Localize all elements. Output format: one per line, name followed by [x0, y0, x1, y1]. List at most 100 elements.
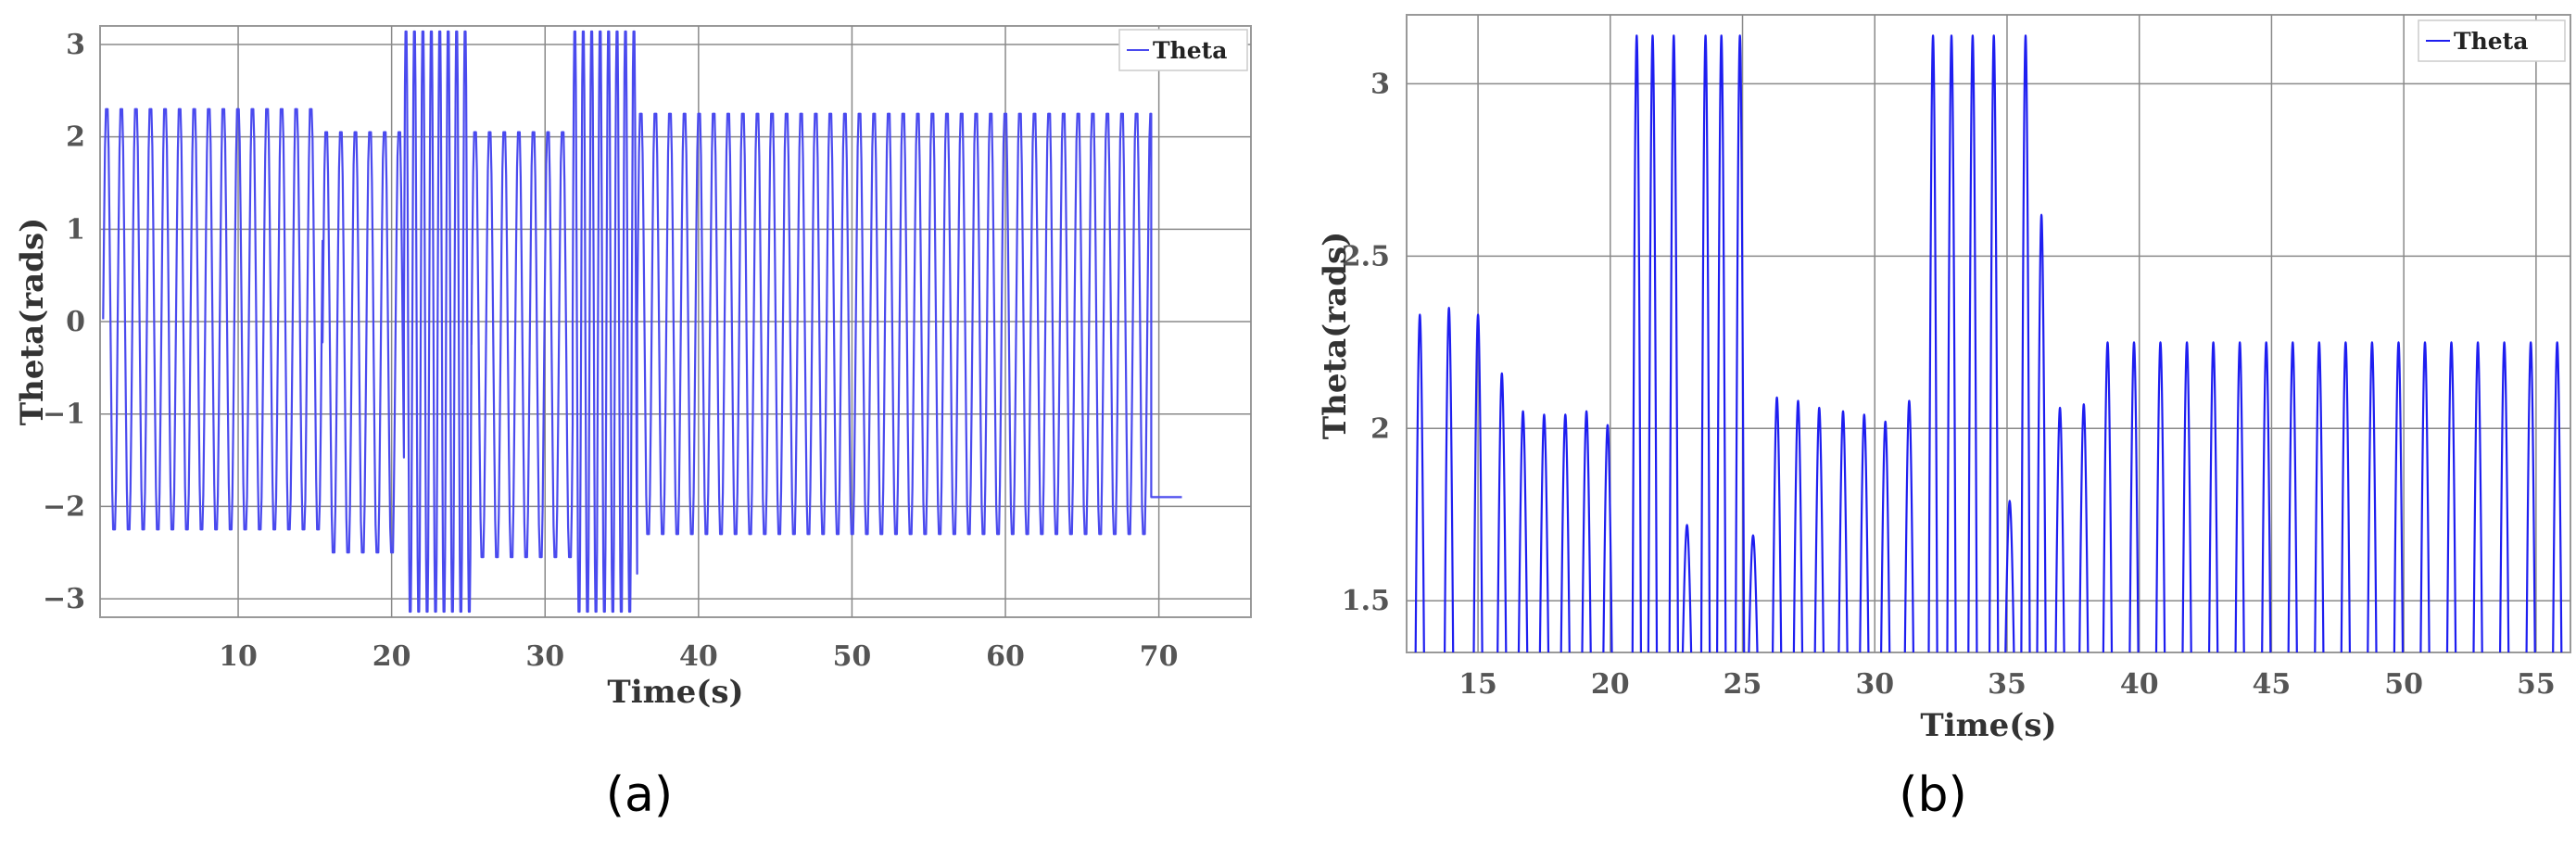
- chart-b-series-theta-peak: [2128, 341, 2140, 653]
- chart-b-series-theta-peak: [1837, 410, 1849, 653]
- chart-b-series-theta-peak: [1859, 413, 1870, 653]
- chart-b-series-theta-peak: [1880, 420, 1891, 653]
- chart-b-series-theta-peak: [1517, 410, 1529, 653]
- chart-a-x-tick-label: 50: [833, 640, 872, 673]
- chart-b-series-theta-peak: [1699, 34, 1711, 653]
- chart-a-x-axis-label: Time(s): [607, 674, 743, 711]
- chart-b-series-theta-peak: [2445, 341, 2457, 653]
- chart-b-x-ticks: 15 20 25 30 35 40 45 50 55: [1458, 668, 2556, 701]
- panel-label-b: (b): [1899, 767, 1967, 823]
- chart-b-series-theta-peak: [2472, 341, 2483, 653]
- chart-a-series: [102, 30, 1182, 614]
- chart-a-x-tick-label: 20: [373, 640, 411, 673]
- chart-b-series-theta-peak: [2054, 406, 2065, 653]
- chart-b-series-theta-peak: [2020, 34, 2031, 653]
- chart-b-x-tick-label: 30: [1855, 668, 1894, 701]
- chart-b-series: [1414, 34, 2563, 653]
- chart-b-series-theta-peak: [1668, 34, 1679, 653]
- chart-a-x-tick-label: 40: [679, 640, 718, 673]
- chart-b-x-tick-label: 55: [2517, 668, 2556, 701]
- chart-b-plot-area: [1406, 14, 2571, 653]
- chart-a-y-tick-label: 2: [66, 121, 85, 154]
- chart-b-series-theta-peak: [1647, 34, 1659, 653]
- chart-b-series-theta-peak: [2525, 341, 2536, 653]
- chart-b-series-theta-peak: [2154, 341, 2166, 653]
- chart-b-series-theta-peak: [1716, 34, 1727, 653]
- chart-b-series-theta-peak: [2499, 341, 2510, 653]
- chart-a-x-tick-label: 30: [525, 640, 564, 673]
- chart-a-x-tick-label: 60: [986, 640, 1025, 673]
- chart-b-series-theta-peak: [1967, 34, 1978, 653]
- chart-b-series-theta-peak: [1748, 534, 1759, 653]
- chart-b-series-theta-peak: [2078, 403, 2090, 653]
- chart-b: 1.5 2 2.5 3 15 20 25 30 35 40 45 50 55 Time(s) Thet…: [1317, 14, 2571, 823]
- panel-label-a: (a): [606, 767, 673, 823]
- chart-b-series-theta-peak: [1444, 306, 1455, 653]
- chart-a-legend-label: Theta: [1153, 37, 1227, 64]
- chart-b-x-tick-label: 25: [1724, 668, 1762, 701]
- chart-b-series-theta-peak: [2552, 341, 2563, 653]
- chart-b-y-tick-label: 2: [1370, 412, 1390, 445]
- chart-b-y-ticks: 1.5 2 2.5 3: [1342, 68, 1390, 617]
- chart-a-x-tick-label: 10: [219, 640, 258, 673]
- chart-a-y-tick-label: −3: [43, 583, 85, 615]
- chart-b-series-theta-peak: [1681, 524, 1693, 653]
- chart-b-series-theta-peak: [1581, 410, 1592, 653]
- chart-b-y-tick-label: 3: [1370, 68, 1390, 100]
- chart-b-series-theta-peak: [2181, 341, 2192, 653]
- chart-b-x-tick-label: 20: [1591, 668, 1630, 701]
- chart-a-x-ticks: 10 20 30 40 50 60 70: [219, 640, 1178, 673]
- chart-b-series-theta-peak: [2340, 341, 2351, 653]
- chart-b-x-tick-label: 15: [1458, 668, 1497, 701]
- chart-b-series-theta-peak: [2314, 341, 2325, 653]
- chart-b-legend: Theta: [2418, 19, 2566, 62]
- chart-a-y-tick-label: −1: [43, 399, 85, 431]
- chart-b-series-theta-peak: [1538, 413, 1550, 653]
- chart-b-x-axis-label: Time(s): [1920, 707, 2056, 744]
- chart-b-series-theta-peak: [1735, 34, 1746, 653]
- chart-b-series-theta-peak: [1496, 372, 1508, 653]
- chart-b-x-tick-label: 35: [1988, 668, 2027, 701]
- chart-b-series-theta-peak: [1946, 34, 1957, 653]
- chart-b-x-tick-label: 50: [2384, 668, 2423, 701]
- chart-b-y-tick-label: 2.5: [1342, 240, 1390, 272]
- chart-a-legend: Theta: [1118, 29, 1248, 71]
- chart-b-series-theta-peak: [1903, 399, 1914, 653]
- chart-b-x-tick-label: 45: [2253, 668, 2292, 701]
- chart-b-series-theta-peak: [2102, 341, 2114, 653]
- chart-a-y-tick-label: 3: [66, 29, 85, 61]
- chart-a-y-tick-label: −2: [43, 490, 85, 523]
- chart-b-legend-label: Theta: [2454, 28, 2528, 55]
- chart-b-x-tick-label: 40: [2120, 668, 2159, 701]
- chart-a-y-tick-label: 1: [66, 213, 85, 246]
- chart-b-series-theta-peak: [2004, 500, 2015, 653]
- chart-a-y-ticks: −3 −2 −1 0 1 2 3: [43, 29, 85, 615]
- chart-a-y-axis-label: Theta(rads): [14, 218, 51, 425]
- chart-b-series-theta-peak: [2036, 213, 2047, 653]
- chart-b-series-theta-peak: [2393, 341, 2405, 653]
- chart-a-series-theta-line: [102, 30, 1182, 614]
- chart-b-series-theta-peak: [2367, 341, 2378, 653]
- chart-b-y-axis-label: Theta(rads): [1317, 232, 1354, 439]
- chart-b-series-theta-peak: [1631, 34, 1642, 653]
- chart-b-series-theta-peak: [2234, 341, 2245, 653]
- chart-b-series-theta-peak: [2419, 341, 2431, 653]
- chart-b-y-tick-label: 1.5: [1342, 585, 1390, 617]
- chart-a-x-tick-label: 70: [1140, 640, 1179, 673]
- chart-b-series-theta-peak: [1602, 424, 1613, 653]
- chart-b-series-theta-peak: [1472, 313, 1484, 653]
- chart-b-series-theta-peak: [2208, 341, 2219, 653]
- chart-a-y-tick-label: 0: [66, 306, 85, 338]
- chart-b-series-theta-peak: [1813, 406, 1825, 653]
- chart-b-series-theta-peak: [1772, 396, 1783, 653]
- chart-b-series-theta-peak: [1414, 313, 1425, 653]
- chart-b-series-theta-peak: [1792, 399, 1804, 653]
- chart-b-series-theta-peak: [1927, 34, 1938, 653]
- chart-b-series-theta-peak: [1559, 413, 1571, 653]
- chart-b-series-theta-peak: [1989, 34, 2000, 653]
- chart-b-series-theta-peak: [2261, 341, 2272, 653]
- chart-b-series-theta-peak: [2287, 341, 2298, 653]
